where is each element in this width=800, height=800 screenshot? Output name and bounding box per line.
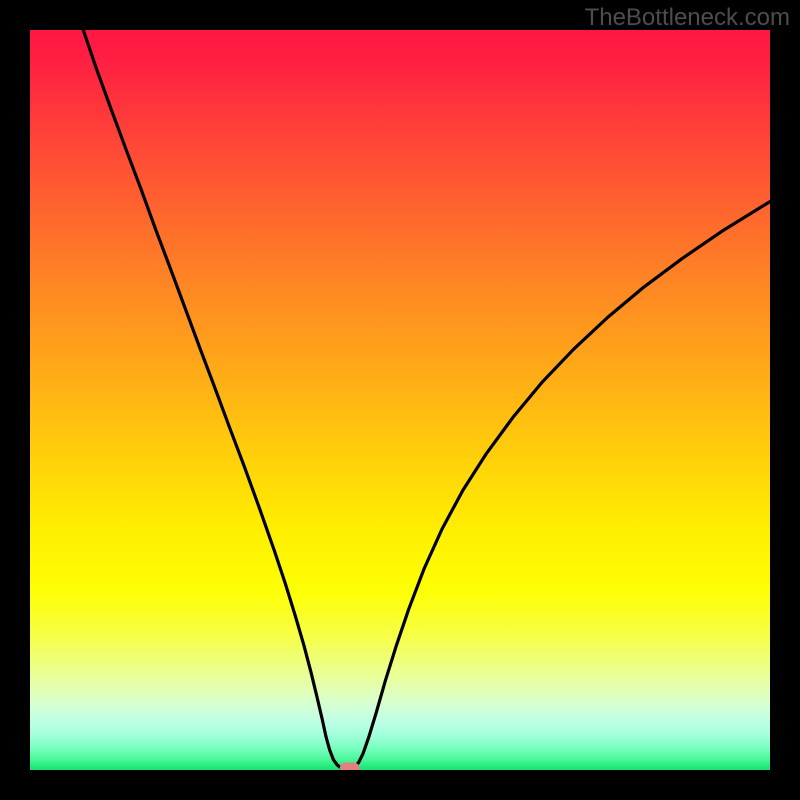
bottleneck-curve-chart: [0, 0, 800, 800]
watermark-text: TheBottleneck.com: [585, 4, 790, 32]
chart-canvas: TheBottleneck.com: [0, 0, 800, 800]
gradient-background: [30, 30, 770, 770]
